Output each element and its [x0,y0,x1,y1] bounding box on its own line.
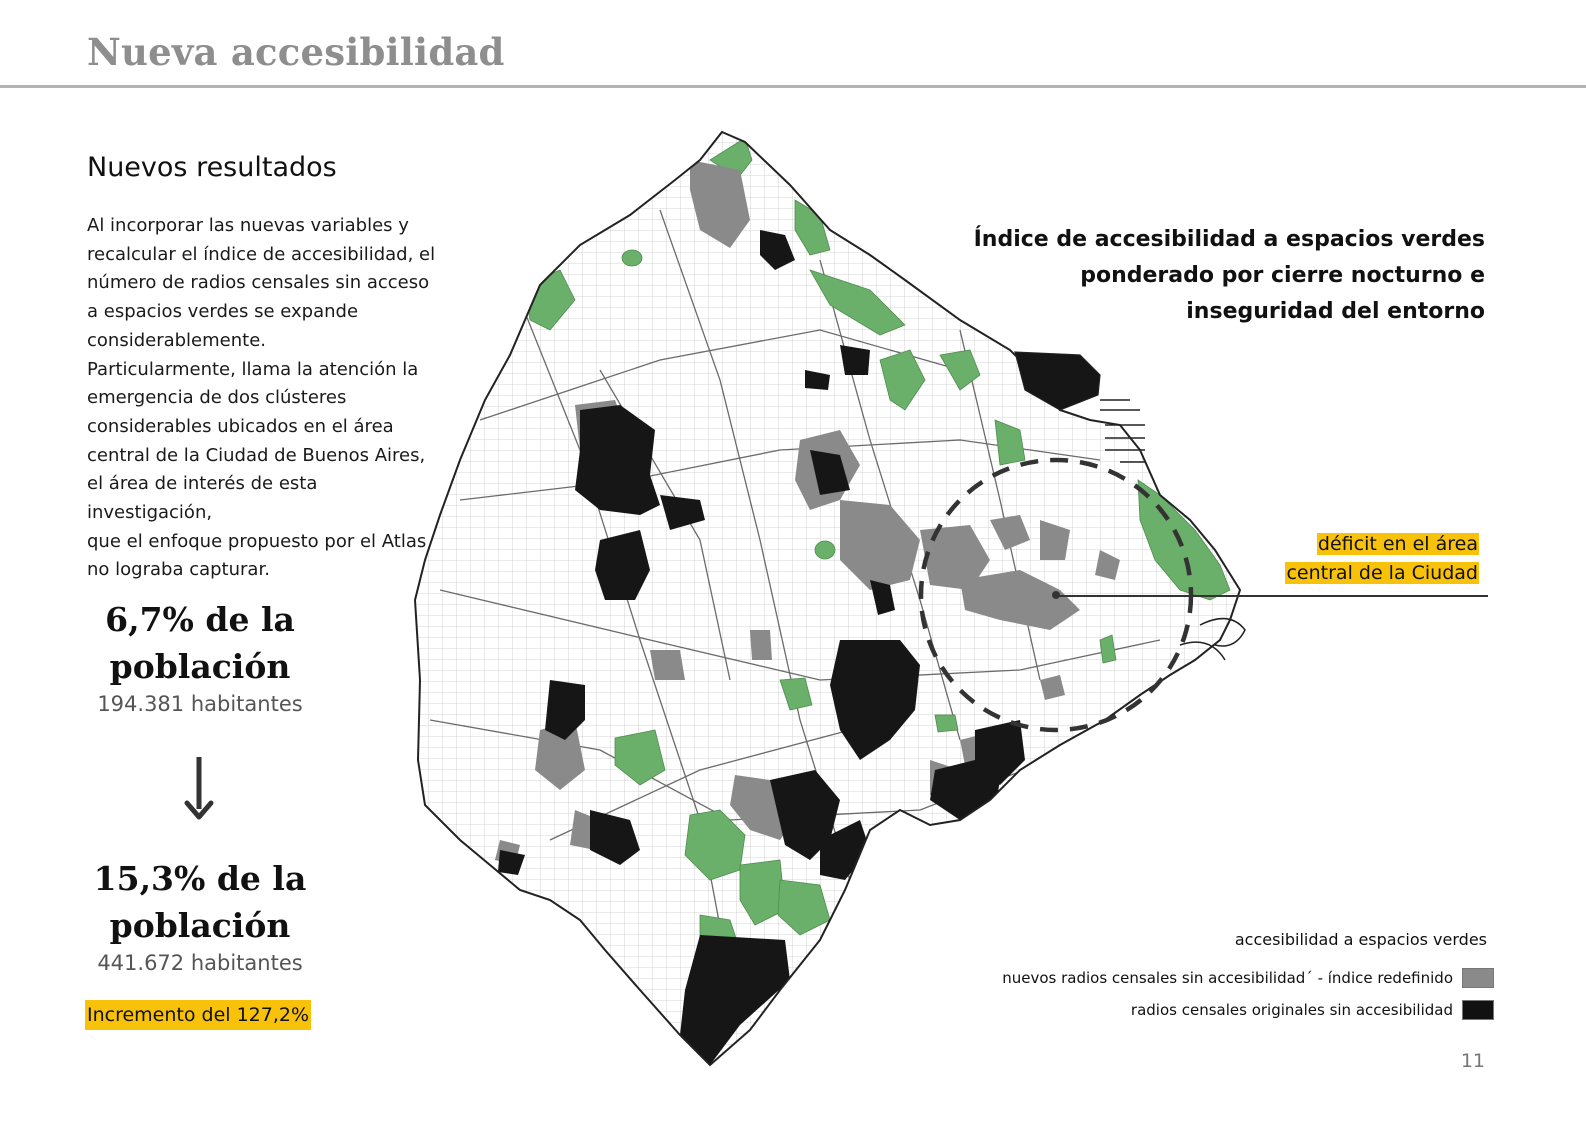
paragraph-line: no lograba capturar. [87,559,270,581]
paragraph-line: central de la Ciudad de Buenos Aires, [87,444,426,466]
paragraph-line: Al incorporar las nuevas variables y [87,215,409,236]
legend-title: accesibilidad a espacios verdes [1234,930,1487,949]
legend-label: radios censales originales sin accesibil… [1130,1001,1453,1019]
legend-label: nuevos radios censales sin accesibilidad… [1002,969,1453,987]
callout-line-2: central de la Ciudad [1285,562,1479,584]
paragraph-line: que el enfoque propuesto por el Atlas [87,530,427,552]
paragraph-line: recalcular el índice de accesibilidad, e… [87,243,436,265]
paragraph-line: el área de interés de esta investigación… [87,473,318,524]
map-callout: déficit en el área central de la Ciudad [1240,530,1479,588]
map-title-line: Índice de accesibilidad a espacios verde… [973,227,1485,252]
callout-leader-line [1056,595,1488,597]
stat-after-line2: población [109,906,291,945]
stat-after-detail: 441.672 habitantes [97,951,303,975]
paragraph-line: Particularmente, llama la atención la [87,358,419,380]
legend-swatch-black [1462,1000,1494,1020]
stat-before: 6,7% de la población 194.381 habitantes [60,596,340,716]
arrow-down-icon [184,757,214,820]
paragraph-line: número de radios censales sin acceso [87,272,430,294]
paragraph-line: emergencia de dos clústeres [87,387,347,409]
map-title: Índice de accesibilidad a espacios verde… [960,222,1485,330]
legend-item: nuevos radios censales sin accesibilidad… [900,968,1494,988]
paragraph-line: a espacios verdes se expande [87,301,359,323]
map-title-line: inseguridad del entorno [1186,299,1485,324]
body-paragraph: Al incorporar las nuevas variables y rec… [87,212,447,585]
page-number: 11 [1460,1050,1485,1072]
legend-swatch-gray [1462,968,1494,988]
stat-after: 15,3% de la población 441.672 habitantes [60,855,340,975]
paragraph-line: considerables ubicados en el área [87,415,394,437]
paragraph-line: considerablemente. [87,329,266,351]
map-title-line: ponderado por cierre nocturno e [1080,263,1485,288]
stat-before-detail: 194.381 habitantes [97,692,303,716]
increase-badge: Incremento del 127,2% [85,1000,312,1030]
callout-line-1: déficit en el área [1316,533,1479,555]
stat-before-line1: 6,7% de la [105,600,295,639]
header-divider [0,85,1586,88]
section-title: Nuevos resultados [87,152,337,183]
legend-item: radios censales originales sin accesibil… [900,1000,1494,1020]
stat-before-line2: población [109,647,291,686]
city-map [414,131,1246,1066]
page-title: Nueva accesibilidad [87,30,505,74]
stat-after-line1: 15,3% de la [93,859,307,898]
